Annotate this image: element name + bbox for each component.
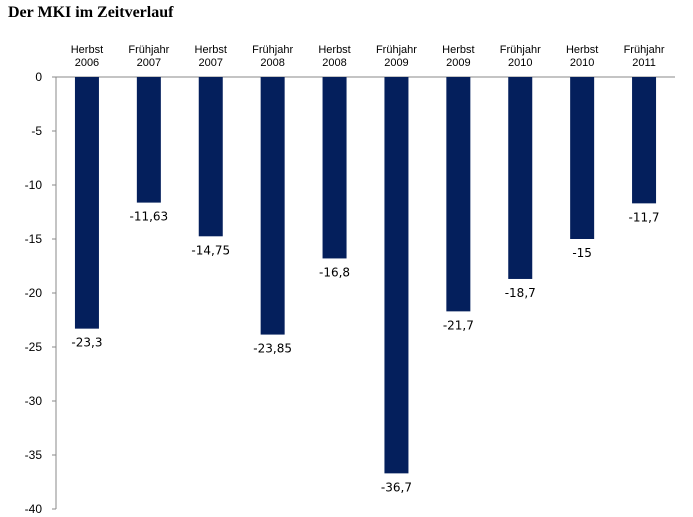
category-year-label: 2010: [508, 57, 532, 69]
y-tick-label: -10: [25, 178, 43, 192]
y-tick-label: -35: [25, 448, 43, 462]
y-tick-label: -15: [25, 232, 43, 246]
bar[interactable]: [260, 77, 285, 335]
bar[interactable]: [446, 77, 471, 312]
category-year-label: 2011: [632, 57, 656, 69]
y-tick-label: -40: [25, 502, 43, 516]
category-label: Frühjahr: [252, 44, 293, 56]
category-label: Herbst: [318, 44, 350, 56]
category-year-label: 2006: [75, 57, 99, 69]
y-tick-label: -25: [25, 340, 43, 354]
y-tick-label: -20: [25, 286, 43, 300]
category-year-label: 2008: [322, 57, 346, 69]
y-tick-label: -5: [31, 124, 42, 138]
data-label: -11,63: [130, 210, 169, 224]
category-year-label: 2008: [260, 57, 284, 69]
category-label: Frühjahr: [376, 44, 417, 56]
data-label: -36,7: [381, 480, 412, 494]
bar[interactable]: [322, 77, 347, 259]
bar[interactable]: [74, 77, 99, 329]
bar[interactable]: [632, 77, 657, 204]
data-label: -18,7: [505, 286, 536, 300]
category-label: Frühjahr: [500, 44, 541, 56]
data-label: -21,7: [443, 318, 474, 332]
data-label: -14,75: [191, 243, 230, 257]
category-label: Herbst: [566, 44, 598, 56]
category-year-label: 2007: [199, 57, 223, 69]
bar[interactable]: [508, 77, 533, 279]
data-label: -15: [572, 246, 592, 260]
data-label: -23,85: [253, 342, 292, 356]
data-label: -11,7: [629, 210, 660, 224]
category-label: Frühjahr: [624, 44, 665, 56]
category-label: Herbst: [442, 44, 474, 56]
chart-title: Der MKI im Zeitverlauf: [8, 4, 174, 21]
data-label: -23,3: [71, 336, 102, 350]
bar[interactable]: [136, 77, 161, 203]
category-year-label: 2007: [137, 57, 161, 69]
y-tick-label: -30: [25, 394, 43, 408]
bar[interactable]: [198, 77, 223, 237]
bar[interactable]: [570, 77, 595, 239]
category-year-label: 2009: [446, 57, 470, 69]
bar[interactable]: [384, 77, 409, 474]
category-label: Herbst: [195, 44, 227, 56]
y-tick-label: 0: [35, 70, 42, 84]
category-label: Frühjahr: [128, 44, 169, 56]
category-year-label: 2010: [570, 57, 594, 69]
category-label: Herbst: [71, 44, 103, 56]
data-label: -16,8: [319, 265, 350, 279]
category-year-label: 2009: [384, 57, 408, 69]
